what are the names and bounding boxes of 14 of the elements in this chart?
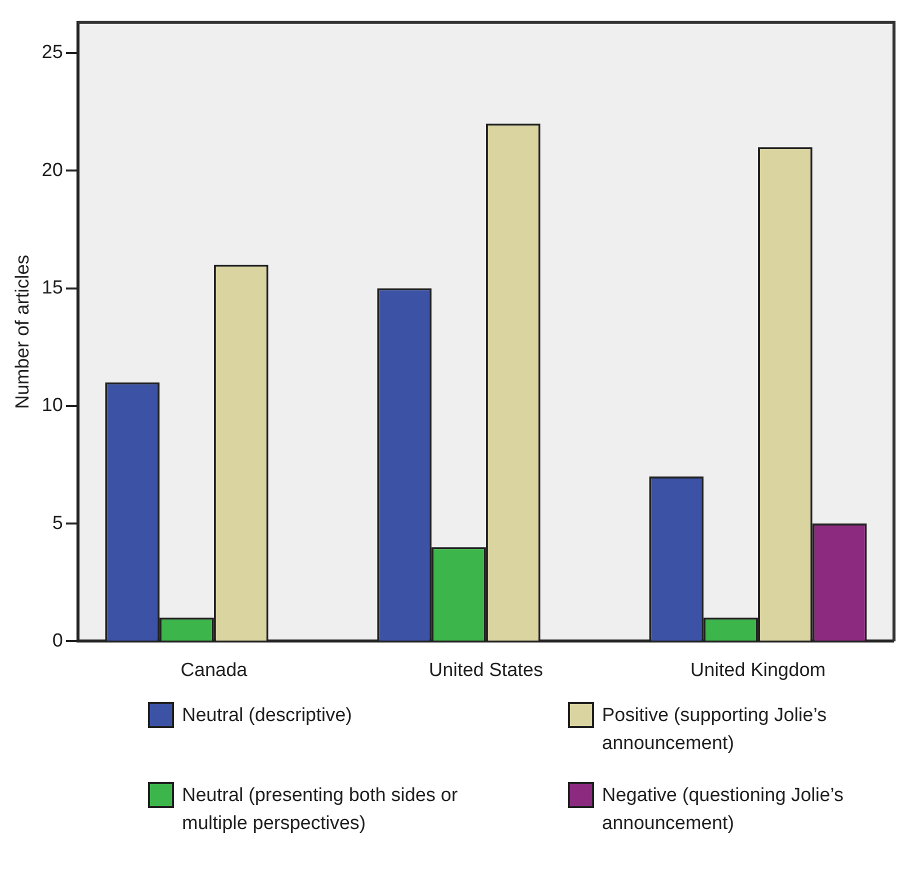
y-tick-label: 5 [52,512,63,534]
y-tick-label: 10 [42,395,63,416]
y-tick-label: 15 [42,278,63,299]
x-tick-label: United States [428,660,544,681]
x-tick-label: Canada [180,660,248,681]
legend-label: Neutral (descriptive) [182,704,353,728]
legend-label: Positive (supporting Jolie’s announcement) [602,704,828,756]
y-axis-title: Number of articles [12,254,34,409]
x-tick-label: United Kingdom [690,660,826,681]
y-tick-label: 0 [52,630,63,652]
y-tick-label: 25 [42,42,63,64]
legend-label: Negative (questioning Jolie’s announcement) [602,784,845,836]
legend-label: Neutral (presenting both sides or multiple perspectives) [182,784,459,836]
y-tick-label: 20 [42,160,63,181]
